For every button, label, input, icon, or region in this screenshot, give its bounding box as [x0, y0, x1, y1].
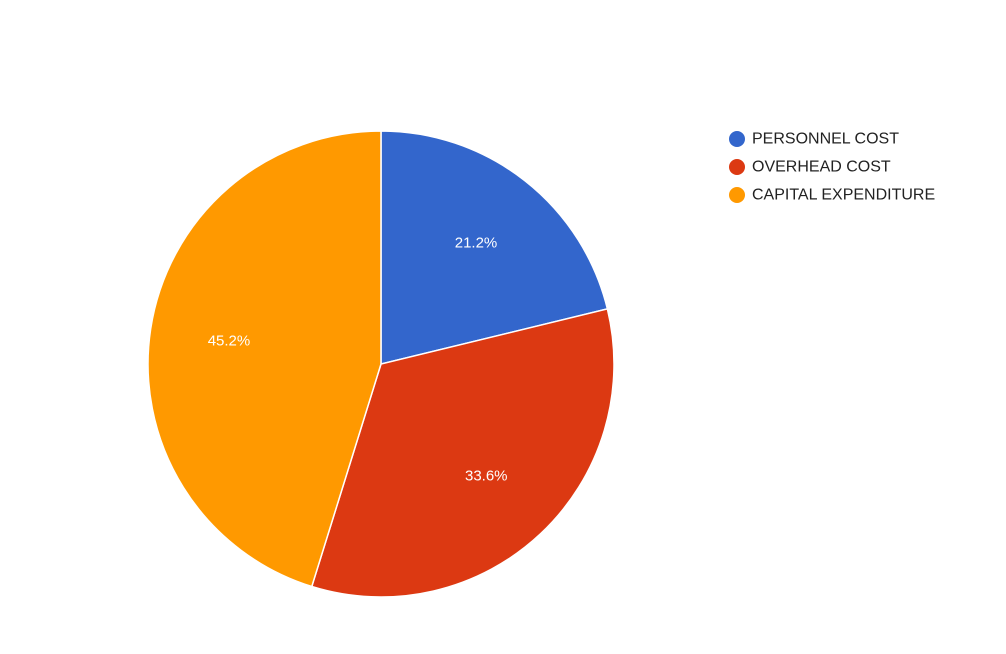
legend: PERSONNEL COST OVERHEAD COST CAPITAL EXPEN… — [729, 131, 935, 204]
pie-slice-personnel-cost[interactable] — [380, 130, 609, 365]
legend-swatch-personnel-cost — [729, 131, 745, 147]
slice-value-label-personnel-cost: 21.2% — [455, 235, 498, 252]
legend-label-personnel-cost: PERSONNEL COST — [752, 131, 899, 148]
legend-label-overhead-cost: OVERHEAD COST — [752, 159, 891, 176]
pie-slices — [147, 130, 615, 598]
legend-swatch-capital-expenditure — [729, 187, 745, 203]
legend-item-capital-expenditure[interactable]: CAPITAL EXPENDITURE — [729, 187, 935, 204]
legend-label-capital-expenditure: CAPITAL EXPENDITURE — [752, 187, 935, 204]
slice-value-label-capital-expenditure: 45.2% — [208, 332, 251, 349]
pie-slice-labels: 21.2% 33.6% 45.2% — [208, 235, 508, 485]
pie-slice-overhead-cost[interactable] — [310, 307, 615, 598]
legend-item-personnel-cost[interactable]: PERSONNEL COST — [729, 131, 899, 148]
legend-swatch-overhead-cost — [729, 159, 745, 175]
legend-item-overhead-cost[interactable]: OVERHEAD COST — [729, 159, 891, 176]
pie-slice-capital-expenditure[interactable] — [147, 130, 382, 588]
slice-value-label-overhead-cost: 33.6% — [465, 468, 508, 485]
